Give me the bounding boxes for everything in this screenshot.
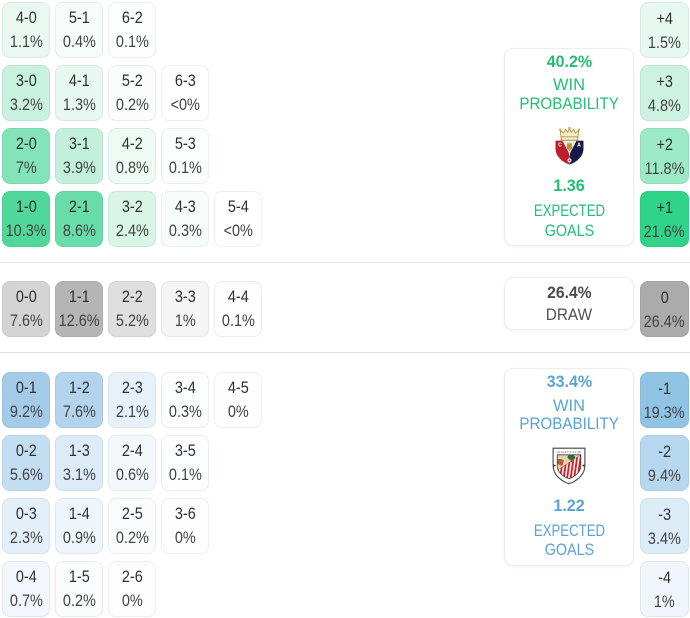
svg-text:BILBAO: BILBAO (564, 480, 575, 484)
svg-text:A: A (577, 143, 581, 149)
svg-text:ATHLETIC CLUB: ATHLETIC CLUB (557, 450, 581, 454)
svg-text:C: C (558, 143, 562, 149)
